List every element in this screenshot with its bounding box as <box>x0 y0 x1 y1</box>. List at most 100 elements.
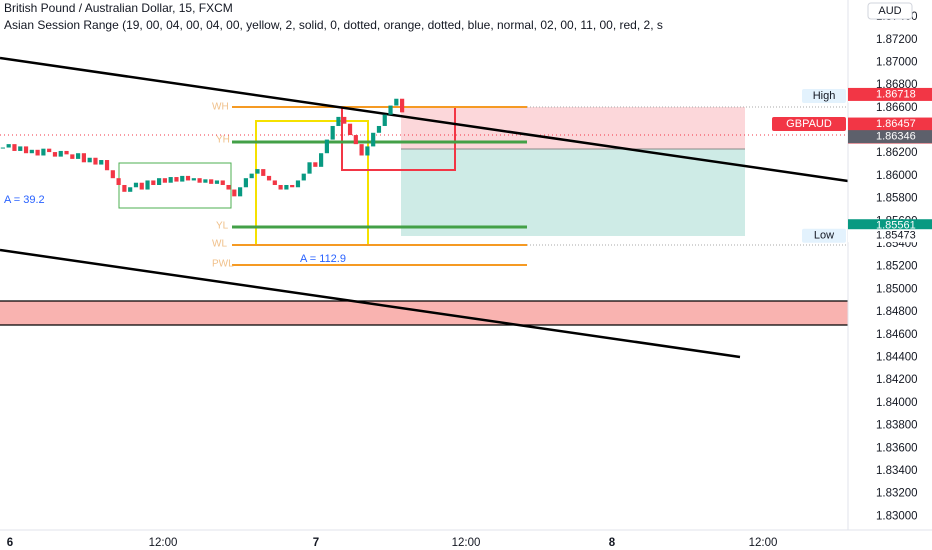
price-badge <box>848 87 932 101</box>
candle <box>342 116 347 124</box>
trend-line <box>0 56 849 183</box>
candle <box>133 182 139 188</box>
candle <box>76 153 81 159</box>
candle <box>151 180 156 185</box>
price-badge-label: 1.85561 <box>876 220 916 232</box>
candle <box>197 178 202 183</box>
candle <box>41 148 46 156</box>
y-tick-label: 1.83400 <box>876 465 918 477</box>
candles <box>0 98 405 197</box>
candle <box>110 170 115 179</box>
badge-name-box <box>802 228 846 243</box>
candle <box>99 160 104 165</box>
price-badge-label: 1.85473 <box>876 230 916 242</box>
price-badge <box>848 219 932 233</box>
candle <box>23 146 29 154</box>
candle <box>382 114 387 126</box>
price-badges: 1.86704High1.867181.8645703:55GBPAUD1.86… <box>772 87 932 243</box>
badge-name-box <box>802 89 846 104</box>
x-tick-label: 8 <box>609 537 616 549</box>
currency-box[interactable] <box>867 2 913 20</box>
candle <box>93 157 98 165</box>
candle <box>203 179 208 183</box>
price-badge-label: 1.86346 <box>876 131 916 143</box>
candle <box>0 147 5 149</box>
candle <box>162 178 167 183</box>
candle <box>272 180 277 185</box>
y-tick-label: 1.83600 <box>876 442 918 454</box>
candle <box>307 162 312 174</box>
candle <box>87 157 92 163</box>
level-label: PWL <box>212 259 234 270</box>
time-axis: 6 12:00 7 12:00 8 12:00 <box>7 537 778 549</box>
candle <box>249 173 254 179</box>
candle <box>18 146 23 151</box>
y-tick-label: 1.86200 <box>876 147 918 159</box>
x-tick-label: 7 <box>313 537 319 549</box>
candle <box>6 144 11 148</box>
candle <box>238 187 243 197</box>
candle <box>180 175 185 182</box>
candle <box>81 153 86 163</box>
badge-name-box <box>772 117 846 132</box>
price-badge <box>848 130 932 144</box>
candle <box>371 132 376 147</box>
badge-name: Low <box>814 230 834 242</box>
y-tick-label: 1.84600 <box>876 329 918 341</box>
level-label: WH <box>212 102 229 113</box>
candle <box>47 148 52 153</box>
candle <box>226 184 231 190</box>
candle <box>122 184 127 192</box>
supply-zone <box>0 301 848 325</box>
trend-line <box>0 248 741 359</box>
y-tick-label: 1.83800 <box>876 420 918 432</box>
candle <box>261 169 266 176</box>
candle <box>58 150 63 157</box>
candle <box>359 144 364 156</box>
session-box <box>118 162 232 209</box>
candle <box>284 184 289 190</box>
candle <box>209 179 214 184</box>
candle <box>394 98 399 106</box>
level-label: YH <box>216 135 230 146</box>
y-tick-label: 1.83200 <box>876 488 918 500</box>
candle <box>290 184 295 188</box>
candle <box>52 152 58 157</box>
candle <box>29 149 34 154</box>
candle <box>145 180 150 190</box>
x-tick-label: 12:00 <box>452 537 481 549</box>
y-tick-label: 1.84400 <box>876 352 918 364</box>
candle <box>157 178 162 185</box>
candle <box>347 123 353 136</box>
candle <box>64 150 69 155</box>
y-tick-label: 1.84000 <box>876 397 918 409</box>
candle <box>278 184 283 190</box>
candle <box>220 180 225 185</box>
y-tick-label: 1.85200 <box>876 261 918 273</box>
candle <box>128 187 133 192</box>
y-tick-label: 1.87200 <box>876 34 918 46</box>
y-tick-label: 1.83000 <box>876 510 918 522</box>
chart-title: British Pound / Australian Dollar, 15, F… <box>4 1 233 15</box>
candle <box>301 173 306 181</box>
candle <box>232 189 237 197</box>
candle <box>185 175 191 181</box>
candle <box>365 146 370 156</box>
range-label: A = 112.9 <box>300 253 346 265</box>
candle <box>243 178 248 188</box>
candle <box>35 149 40 156</box>
candle <box>324 139 329 154</box>
candle <box>191 178 196 181</box>
candle <box>139 182 144 190</box>
x-tick-label: 6 <box>7 537 13 549</box>
level-label: WL <box>212 239 227 250</box>
level-label: YL <box>216 221 229 232</box>
range-label: A = 39.2 <box>4 194 45 206</box>
candle <box>353 135 358 145</box>
x-tick-label: 12:00 <box>749 537 778 549</box>
y-tick-label: 1.84200 <box>876 374 918 386</box>
candle <box>295 180 301 188</box>
currency[interactable]: AUD <box>878 5 901 17</box>
y-tick-label: 1.84800 <box>876 306 918 318</box>
